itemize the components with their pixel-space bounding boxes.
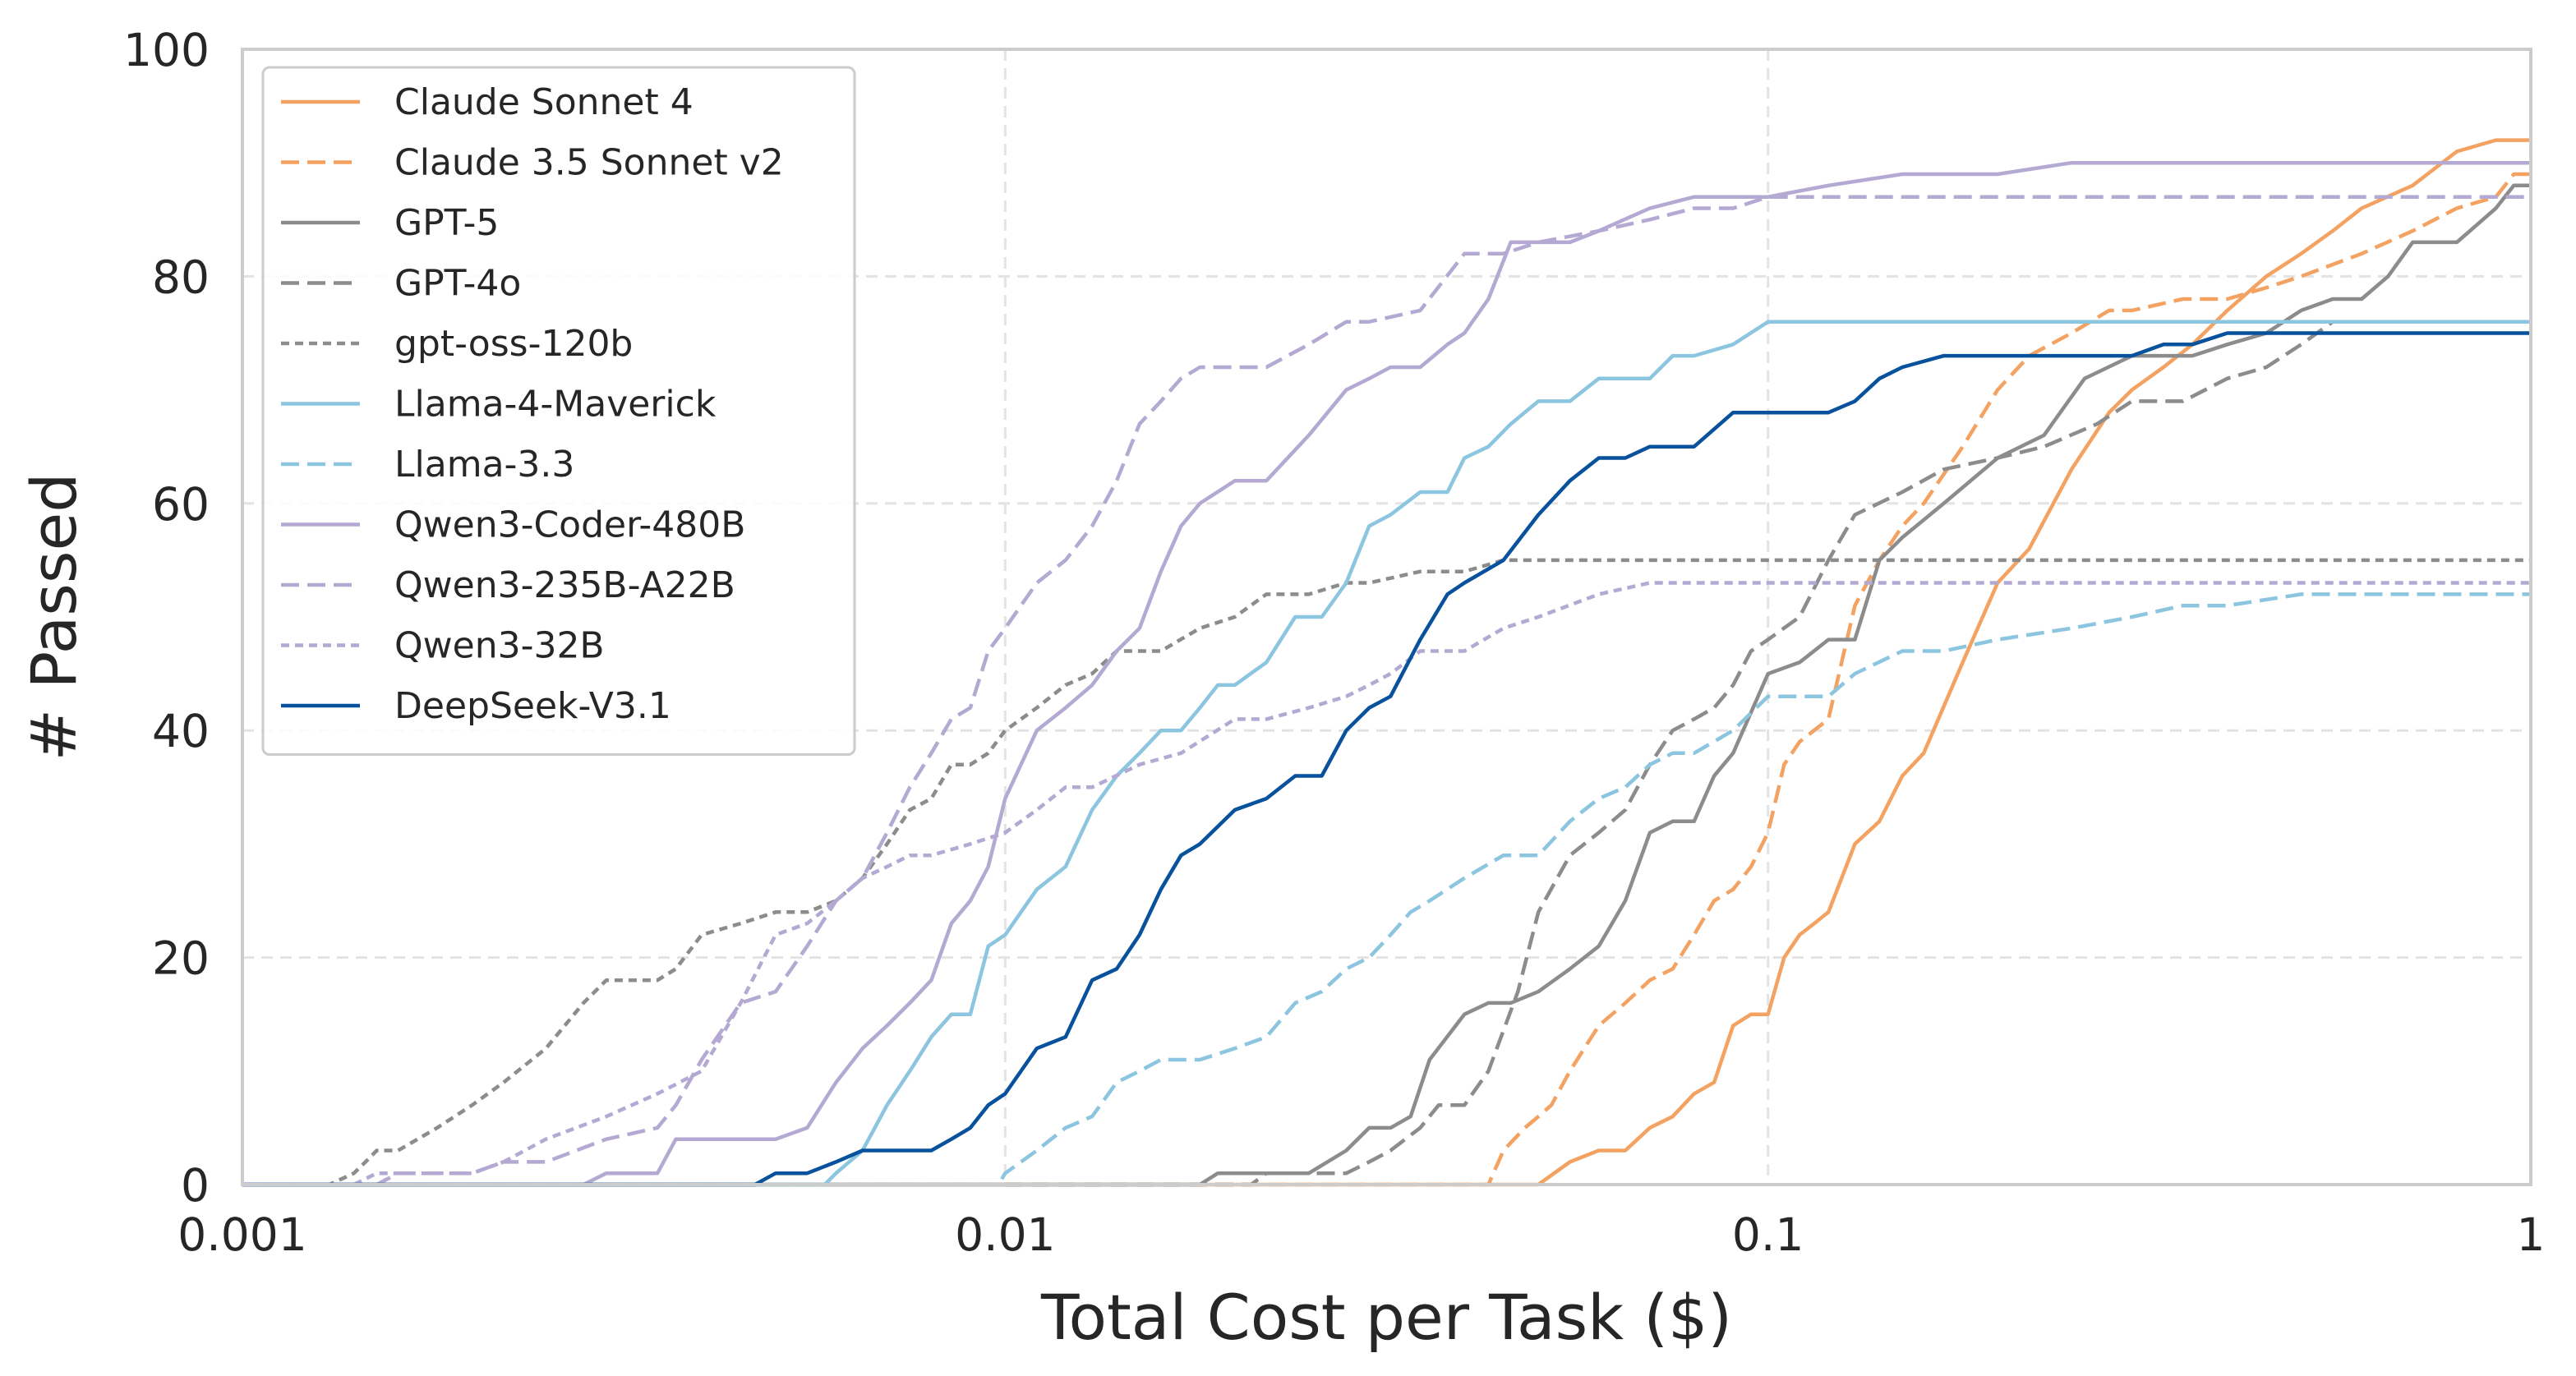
legend-box	[261, 66, 856, 756]
x-tick-label: 0.1	[1732, 1208, 1804, 1261]
x-axis-ticks: 0.001 0.01 0.1 1	[177, 1208, 2545, 1261]
series-line-9	[242, 581, 2531, 1187]
legend-label: DeepSeek-V3.1	[394, 685, 671, 727]
series-line-10	[242, 331, 2531, 1187]
legend: Claude Sonnet 4 Claude 3.5 Sonnet v2 GPT-5…	[261, 66, 856, 756]
x-tick-label: 1	[2517, 1208, 2546, 1261]
series-line-5	[242, 320, 2531, 1187]
legend-label: Llama-3.3	[394, 444, 574, 486]
series-lines	[242, 138, 2531, 1187]
y-tick-label: 20	[152, 932, 210, 985]
series-line-2	[242, 183, 2531, 1187]
legend-label: GPT-4o	[394, 263, 521, 305]
y-tick-label: 60	[152, 478, 210, 531]
legend-label: Qwen3-Coder-480B	[394, 504, 745, 546]
series-line-4	[242, 558, 2531, 1187]
legend-label: Llama-4-Maverick	[394, 384, 717, 426]
y-tick-label: 100	[123, 24, 210, 76]
series-line-0	[242, 138, 2531, 1187]
legend-label: Qwen3-235B-A22B	[394, 564, 735, 606]
legend-label: gpt-oss-120b	[394, 323, 633, 365]
y-axis-title: # Passed	[17, 472, 90, 761]
series-line-7	[242, 160, 2531, 1187]
plot-frame	[241, 48, 2532, 1186]
x-axis-title: Total Cost per Task ($)	[1040, 1281, 1732, 1354]
x-tick-label: 0.001	[177, 1208, 306, 1261]
series-line-8	[242, 195, 2531, 1187]
series-line-6	[242, 592, 2531, 1187]
legend-label: Claude Sonnet 4	[394, 81, 694, 123]
legend-label: Claude 3.5 Sonnet v2	[394, 142, 784, 184]
y-tick-label: 0	[181, 1159, 210, 1212]
series-line-1	[242, 172, 2531, 1187]
series-line-3	[242, 320, 2334, 1187]
y-tick-label: 40	[152, 705, 210, 757]
legend-label: Qwen3-32B	[394, 625, 605, 667]
x-tick-label: 0.01	[955, 1208, 1055, 1261]
legend-label: GPT-5	[394, 202, 499, 244]
y-tick-label: 80	[152, 251, 210, 303]
y-axis-ticks: 0 20 40 60 80 100	[123, 24, 210, 1212]
